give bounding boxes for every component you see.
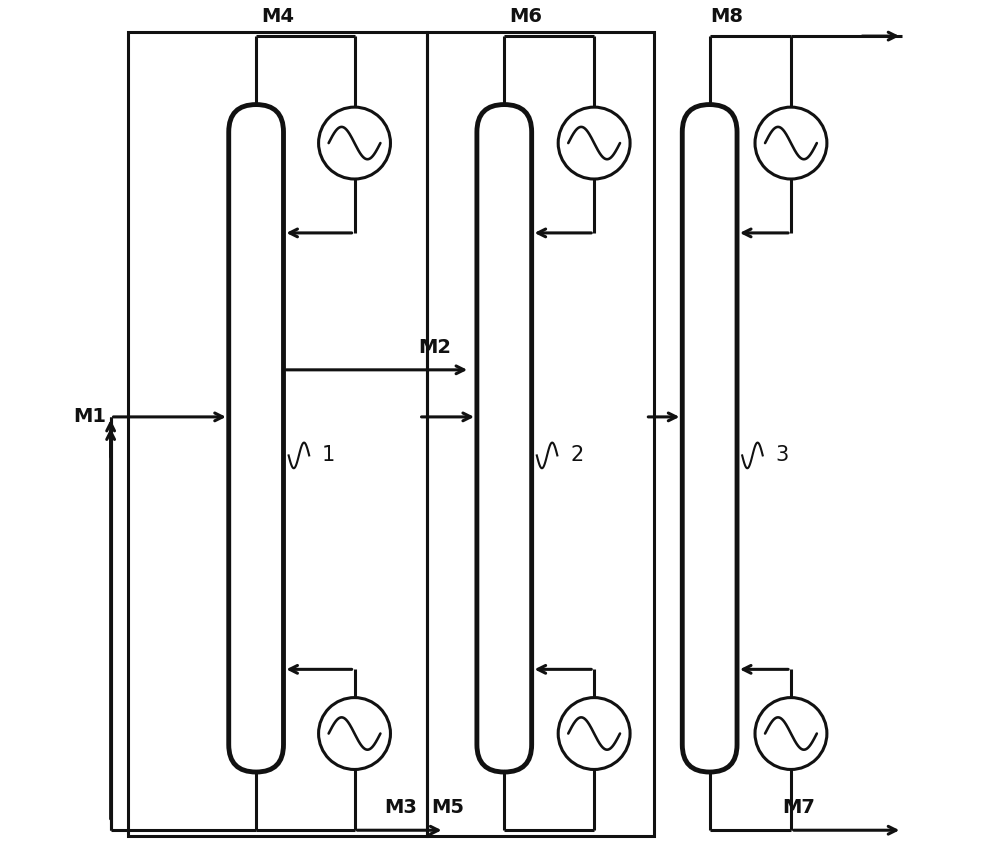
Circle shape (755, 107, 827, 179)
Text: M6: M6 (509, 7, 542, 26)
Text: 3: 3 (776, 446, 789, 466)
Text: M7: M7 (782, 798, 815, 818)
Text: 2: 2 (570, 446, 583, 466)
Circle shape (755, 698, 827, 770)
Bar (427, 32, 654, 836)
Circle shape (319, 698, 390, 770)
Circle shape (558, 107, 630, 179)
Text: M8: M8 (710, 7, 743, 26)
Bar (128, 32, 427, 836)
FancyBboxPatch shape (682, 105, 737, 772)
Text: M2: M2 (419, 338, 452, 357)
FancyBboxPatch shape (229, 105, 283, 772)
Text: M3: M3 (384, 798, 417, 818)
FancyBboxPatch shape (477, 105, 532, 772)
Circle shape (319, 107, 390, 179)
Text: 1: 1 (322, 446, 335, 466)
Text: M4: M4 (261, 7, 294, 26)
Circle shape (558, 698, 630, 770)
Text: M5: M5 (432, 798, 465, 818)
Text: M1: M1 (73, 407, 106, 426)
